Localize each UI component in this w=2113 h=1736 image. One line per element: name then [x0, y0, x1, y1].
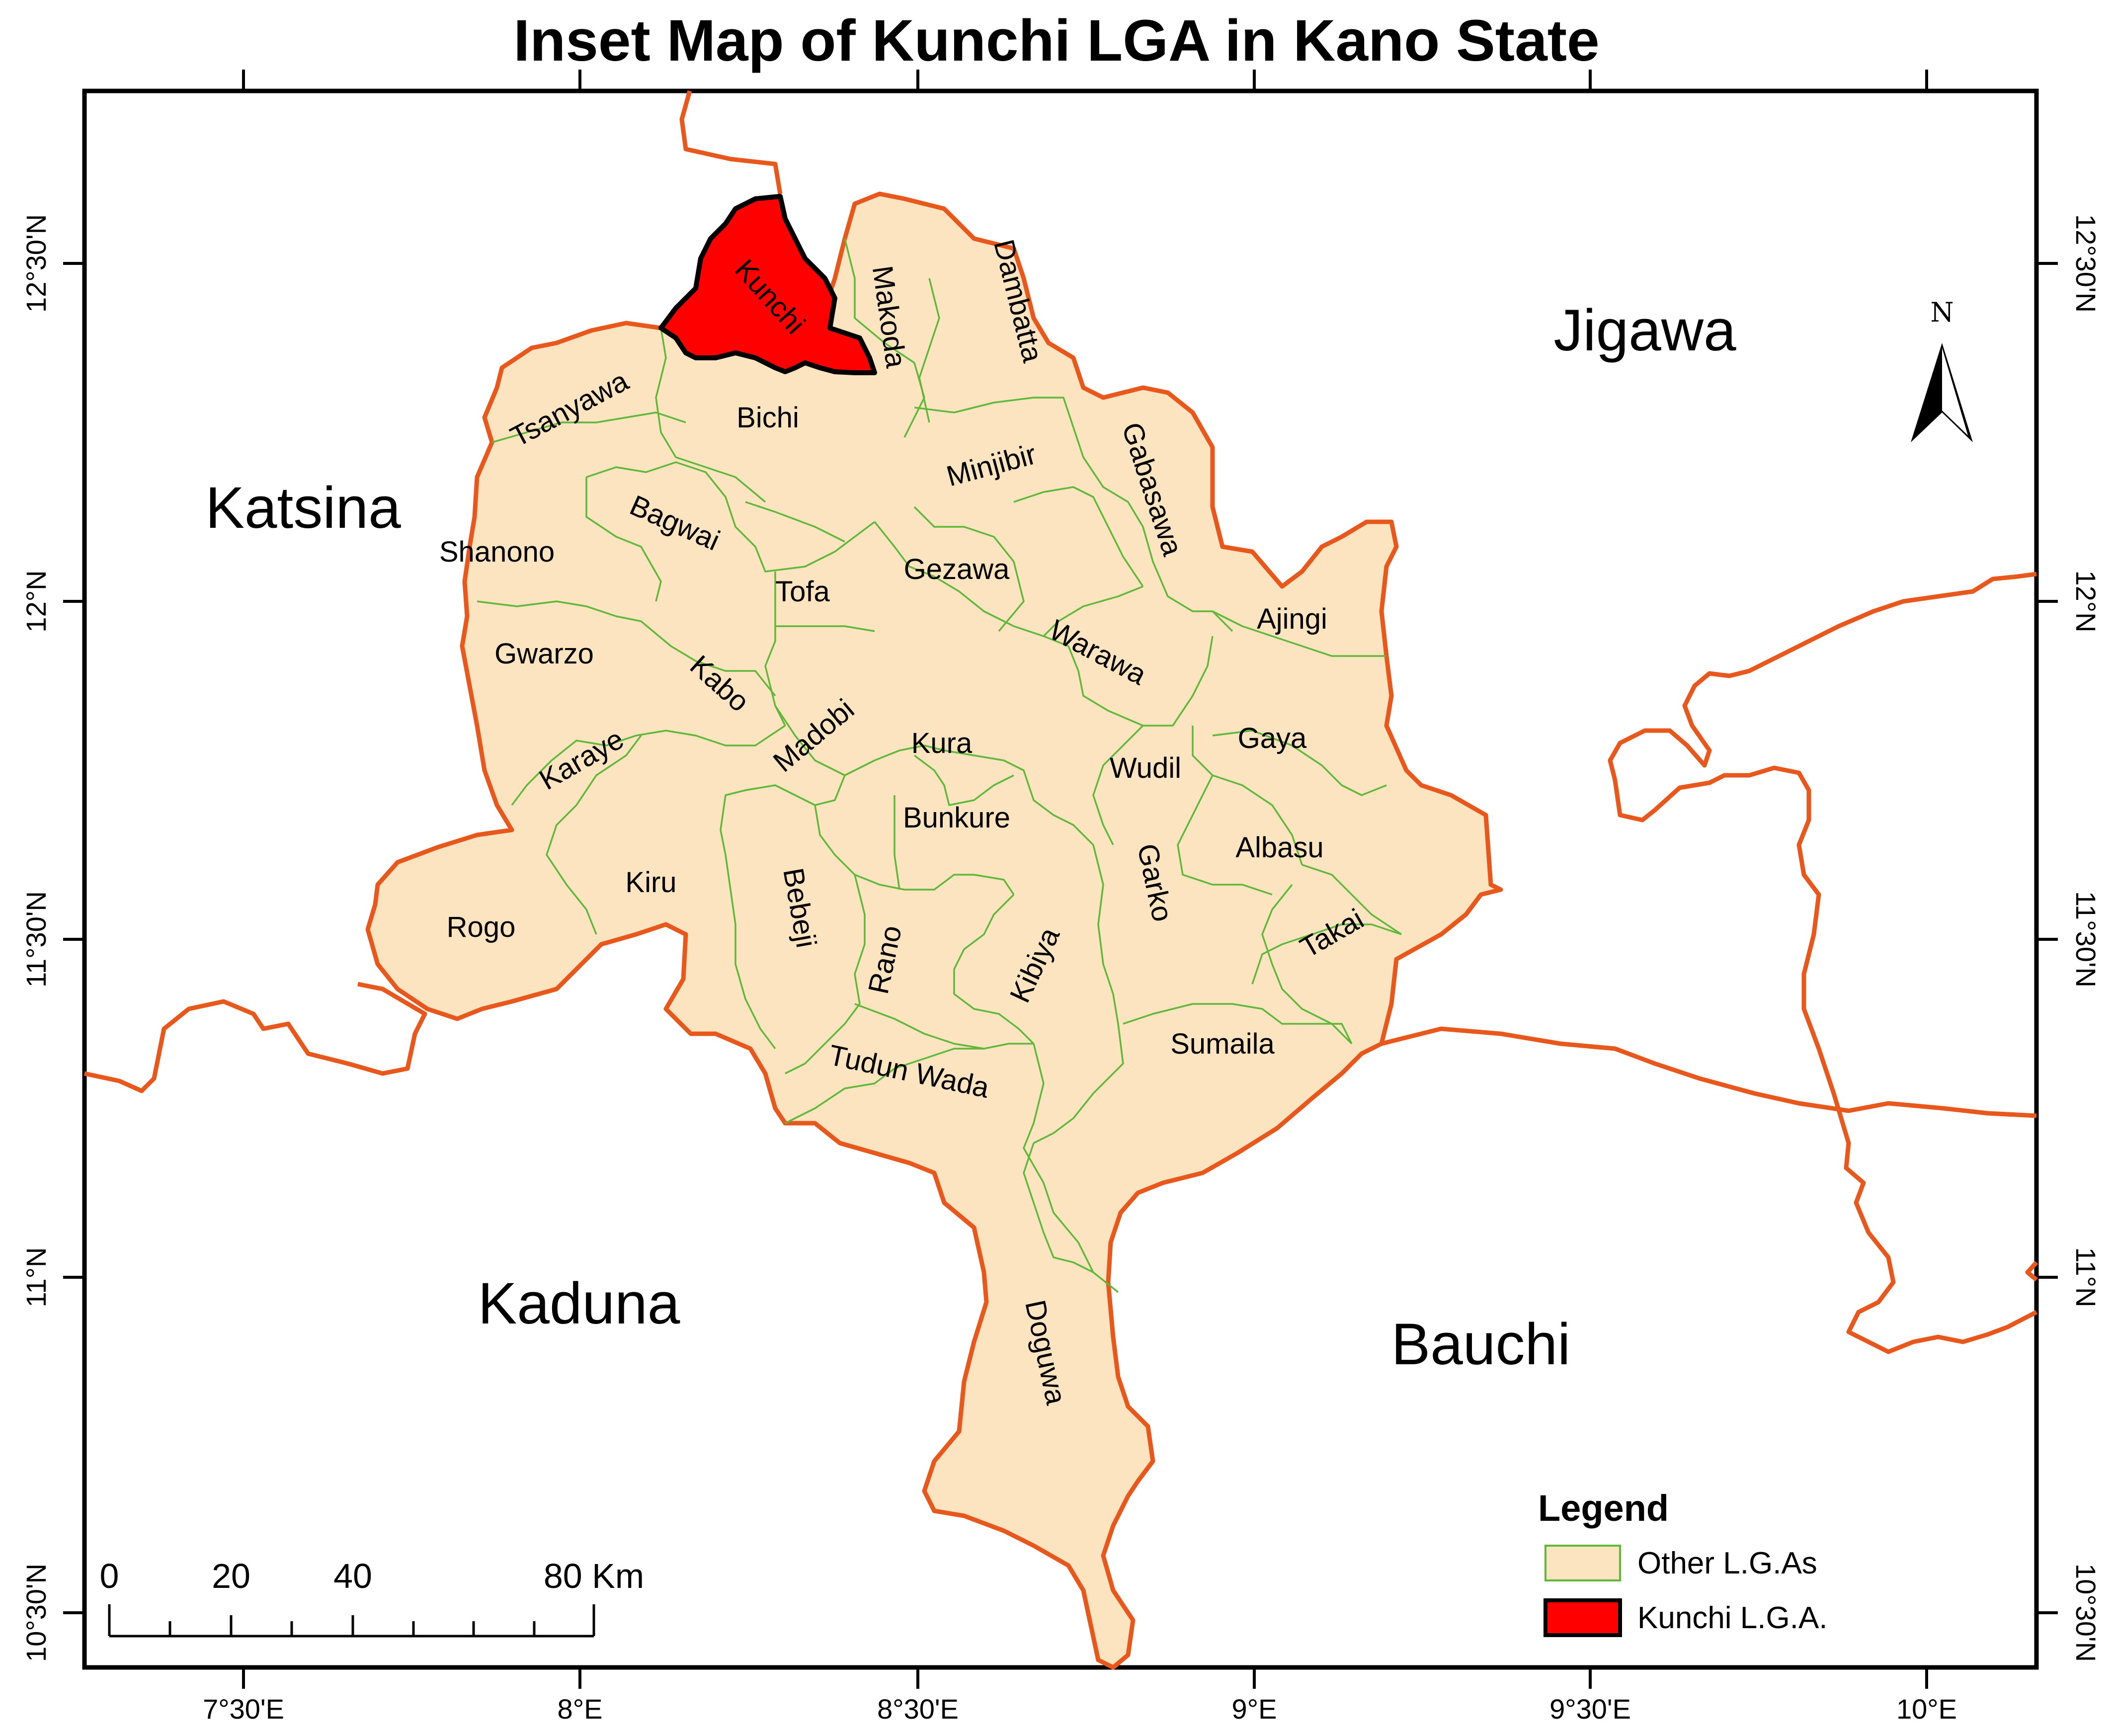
- map-title: Inset Map of Kunchi LGA in Kano State: [513, 8, 1599, 74]
- scale-bar: 0 20 40 80 Km: [100, 1557, 644, 1638]
- lga-label-ajingi: Ajingi: [1257, 603, 1327, 635]
- kaduna-katsina-boundary: [84, 982, 427, 1093]
- bauchi-east-lower-boundary: [2025, 1260, 2038, 1282]
- lga-label-kura: Kura: [911, 727, 973, 759]
- lga-label-rogo: Rogo: [447, 911, 516, 943]
- lga-label-gwarzo: Gwarzo: [494, 638, 594, 670]
- lga-label-bichi: Bichi: [736, 402, 799, 434]
- state-label-bauchi: Bauchi: [1391, 1312, 1571, 1377]
- lon-label-1: 7°30'E: [203, 1693, 284, 1725]
- lga-label-bunkure: Bunkure: [903, 802, 1010, 834]
- lon-label-2: 8°E: [558, 1693, 603, 1725]
- lon-label-6: 10°E: [1896, 1693, 1957, 1725]
- north-arrow: N: [1911, 297, 1973, 442]
- katsina-jigawa-north-boundary: [679, 90, 783, 194]
- lga-label-albasu: Albasu: [1235, 831, 1323, 864]
- legend-swatch-kunchi: [1544, 1598, 1622, 1637]
- frame-ticks: [63, 70, 2058, 1689]
- legend-swatch-other: [1544, 1545, 1621, 1581]
- scale-label-40: 40: [333, 1557, 372, 1595]
- scale-label-20: 20: [212, 1557, 250, 1595]
- kano-state-area: [365, 191, 1503, 1670]
- kunchi-lga-area: [658, 194, 877, 375]
- lat-label-left-3: 11°30'N: [20, 891, 52, 988]
- lon-label-4: 9°E: [1232, 1693, 1277, 1725]
- lat-label-right-5: 10°30'N: [2070, 1564, 2102, 1662]
- scale-label-80: 80 Km: [544, 1557, 644, 1595]
- lga-label-shanono: Shanono: [439, 536, 555, 568]
- lat-label-right-3: 11°30'N: [2070, 891, 2102, 988]
- map-frame: [82, 88, 2039, 1670]
- lon-label-5: 9°30'E: [1549, 1693, 1631, 1725]
- lga-label-gaya: Gaya: [1238, 722, 1307, 754]
- lon-label-3: 8°30'E: [877, 1693, 959, 1725]
- lat-label-left-5: 10°30'N: [20, 1564, 52, 1662]
- lga-label-tofa: Tofa: [775, 576, 830, 608]
- legend: Legend Other L.G.As Kunchi L.G.A.: [1538, 1488, 1828, 1637]
- lat-label-left-1: 12°30'N: [20, 214, 52, 313]
- north-label: N: [1930, 297, 1953, 328]
- lga-label-sumaila: Sumaila: [1170, 1028, 1275, 1060]
- lat-label-right-4: 11°N: [2070, 1247, 2102, 1308]
- legend-label-kunchi: Kunchi L.G.A.: [1637, 1601, 1828, 1635]
- legend-label-other: Other L.G.As: [1637, 1546, 1817, 1580]
- lat-label-right-1: 12°30'N: [2070, 214, 2102, 313]
- lga-boundaries: [477, 238, 1402, 1293]
- lat-label-right-2: 12°N: [2070, 570, 2102, 632]
- lga-label-gezawa: Gezawa: [904, 553, 1010, 585]
- legend-title: Legend: [1538, 1488, 1669, 1529]
- scale-label-0: 0: [100, 1557, 119, 1595]
- bauchi-jigawa-boundary: [1381, 1026, 2037, 1118]
- lat-label-left-4: 11°N: [20, 1247, 52, 1308]
- state-label-katsina: Katsina: [205, 475, 401, 541]
- state-boundaries: [84, 90, 2038, 1354]
- bauchi-east-boundary: [1608, 572, 2038, 1354]
- state-label-jigawa: Jigawa: [1553, 298, 1736, 363]
- lga-label-wudil: Wudil: [1110, 752, 1181, 784]
- lat-label-left-2: 12°N: [20, 570, 52, 632]
- lga-label-kiru: Kiru: [625, 866, 676, 899]
- state-label-kaduna: Kaduna: [478, 1271, 680, 1336]
